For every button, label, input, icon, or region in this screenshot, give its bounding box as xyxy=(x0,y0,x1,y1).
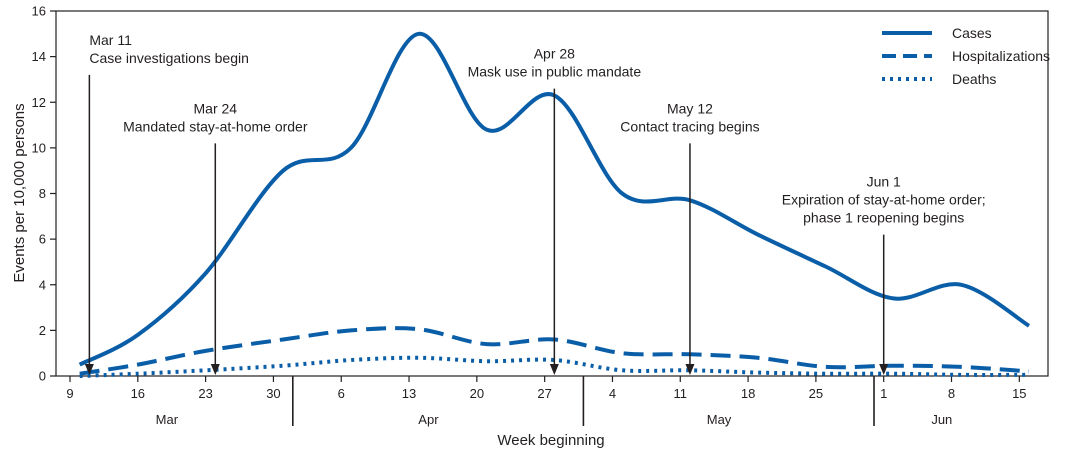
x-tick-label: 20 xyxy=(470,386,484,401)
legend: Cases Hospitalizations Deaths xyxy=(882,25,1050,87)
legend-label: Deaths xyxy=(952,71,996,87)
annotation-text: Contact tracing begins xyxy=(620,118,759,134)
annotation-text: Case investigations begin xyxy=(89,50,249,66)
x-axis-title: Week beginning xyxy=(497,432,604,449)
annotation-text: Apr 28 xyxy=(534,46,575,62)
annotation-text: Mar 24 xyxy=(194,100,238,116)
y-tick-label: 2 xyxy=(39,323,46,338)
annotation-text: phase 1 reopening begins xyxy=(803,210,964,226)
x-tick-label: 27 xyxy=(537,386,551,401)
y-axis: 0 2 4 6 8 10 12 14 16 xyxy=(32,4,56,384)
annotation-text: Mandated stay-at-home order xyxy=(123,118,308,134)
x-tick-label: 25 xyxy=(809,386,823,401)
y-tick-label: 12 xyxy=(32,95,46,110)
annotation-arrowhead xyxy=(84,364,94,375)
annotation-text: Expiration of stay-at-home order; xyxy=(782,192,986,208)
x-tick-label: 13 xyxy=(402,386,416,401)
annotation-text: Jun 1 xyxy=(867,174,901,190)
x-tick-label: 6 xyxy=(338,386,345,401)
y-tick-label: 14 xyxy=(32,49,46,64)
annotation-text: Mar 11 xyxy=(89,32,132,48)
y-tick-label: 4 xyxy=(39,277,46,292)
x-tick-label: 16 xyxy=(131,386,145,401)
annotation-text: May 12 xyxy=(667,100,713,116)
month-label: Jun xyxy=(931,412,952,427)
month-label: May xyxy=(707,412,732,427)
y-tick-label: 0 xyxy=(39,369,46,384)
month-label: Mar xyxy=(156,412,179,427)
x-tick-label: 23 xyxy=(198,386,212,401)
legend-label: Hospitalizations xyxy=(952,48,1050,64)
x-tick-label: 15 xyxy=(1012,386,1026,401)
y-tick-label: 8 xyxy=(39,186,46,201)
x-tick-label: 18 xyxy=(741,386,755,401)
y-axis-title: Events per 10,000 persons xyxy=(11,103,28,282)
annotation-arrowhead xyxy=(210,364,220,375)
month-label: Apr xyxy=(418,412,439,427)
x-tick-label: 9 xyxy=(66,386,73,401)
x-tick-label: 8 xyxy=(948,386,955,401)
y-tick-label: 6 xyxy=(39,232,46,247)
x-tick-label: 11 xyxy=(674,386,688,401)
annotation-text: Mask use in public mandate xyxy=(468,64,642,80)
legend-label: Cases xyxy=(952,25,992,41)
x-tick-label: 4 xyxy=(609,386,616,401)
annotation-arrowhead xyxy=(549,364,559,375)
y-tick-label: 16 xyxy=(32,4,46,19)
x-tick-label: 1 xyxy=(880,386,887,401)
x-tick-label: 30 xyxy=(266,386,280,401)
annotation-arrowhead xyxy=(685,364,695,375)
y-tick-label: 10 xyxy=(32,140,46,155)
annotations: Mar 11 Case investigations begin Mar 24 Man… xyxy=(84,32,986,375)
annotation-arrowhead xyxy=(879,364,889,375)
series-line-cases xyxy=(78,31,1031,367)
